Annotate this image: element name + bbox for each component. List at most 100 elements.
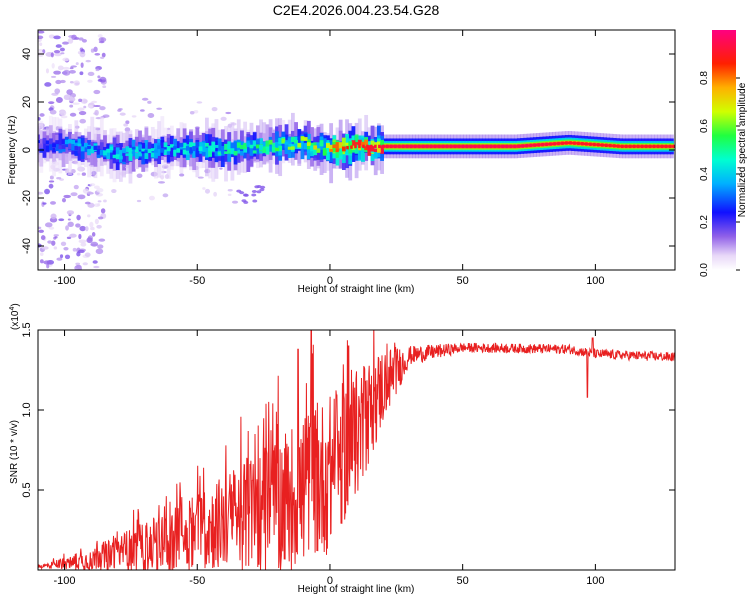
ridge-cell	[77, 143, 82, 147]
spectrogram-heatmap	[38, 30, 675, 270]
side-blob-cell	[243, 200, 249, 204]
ridge-cell	[205, 147, 209, 158]
side-blob-cell	[239, 191, 245, 195]
ridge-cell	[558, 142, 563, 145]
speckle-cell	[66, 89, 73, 95]
speckle-cell	[97, 75, 101, 79]
speckle-cell	[211, 107, 218, 112]
ridge-cell	[214, 144, 219, 148]
ridge-core-cell	[612, 144, 616, 148]
ridge-core-cell	[386, 144, 389, 149]
snr-y-axis: 0.5 1.0 1.5	[21, 322, 675, 498]
speckle-cell	[73, 184, 79, 190]
chart-title: C2E4.2026.004.23.54.G28	[273, 2, 440, 18]
speckle-cell	[141, 97, 149, 101]
ridge-cell	[670, 145, 674, 148]
ridge-core-cell	[409, 144, 413, 149]
ridge-cell	[99, 149, 104, 156]
ridge-cell	[185, 146, 190, 151]
ridge-cell	[128, 151, 133, 161]
ridge-cell	[166, 137, 171, 152]
ridge-cell	[255, 145, 260, 155]
speckle-cell	[50, 75, 57, 78]
ridge-cell	[64, 141, 69, 154]
ridge-core-cell	[477, 144, 481, 149]
y-tick-label: 20	[21, 96, 33, 108]
ridge-cell	[179, 142, 184, 147]
ridge-core-cell	[429, 144, 433, 149]
ridge-cell	[275, 142, 279, 152]
ridge-core-cell	[397, 144, 401, 149]
ridge-core-cell	[545, 142, 548, 147]
ridge-cell	[138, 141, 142, 159]
speckle-cell	[119, 112, 126, 116]
speckle-cell	[87, 214, 91, 218]
speckle-cell	[95, 248, 104, 255]
ridge-cell	[83, 142, 88, 148]
ridge-cell	[310, 145, 314, 152]
ridge-cell	[157, 145, 162, 149]
colorbar-label: Normalized spectral amplitude	[737, 82, 748, 217]
ridge-cell	[96, 149, 101, 155]
ridge-core-cell	[374, 144, 377, 149]
ridge-cell	[195, 149, 200, 156]
snr-panel: -100 -50 0 50 100 0.5 1.0 1.5 Height of straig…	[9, 303, 676, 595]
ridge-cell	[192, 144, 197, 158]
speckle-cell	[69, 112, 77, 117]
speckle-cell	[50, 213, 57, 220]
ridge-core-cell	[346, 145, 349, 150]
y-tick-label: 1.0	[21, 402, 33, 417]
ridge-cell	[176, 148, 181, 158]
ridge-core-cell	[493, 144, 497, 149]
speckle-cell	[72, 102, 80, 105]
speckle-cell	[92, 260, 98, 264]
speckle-cell	[38, 30, 45, 34]
ridge-cell	[125, 153, 130, 157]
ridge-cell	[147, 148, 152, 153]
ridge-cell	[227, 141, 232, 152]
ridge-cell	[249, 139, 254, 148]
speckle-cell	[56, 257, 63, 261]
ridge-cell	[55, 140, 60, 145]
speckle-cell	[62, 41, 69, 45]
speckle-cell	[87, 71, 95, 77]
ridge-cell	[150, 148, 155, 152]
speckle-cell	[67, 38, 74, 44]
colorbar-tick-label: 0.4	[699, 167, 710, 181]
ridge-cell	[141, 142, 146, 154]
speckle-cell	[48, 183, 54, 189]
speckle-cell	[231, 200, 239, 204]
ridge-cell	[83, 144, 88, 161]
ridge-cell	[338, 150, 343, 156]
speckle-cell	[85, 59, 91, 63]
ridge-cell	[291, 146, 295, 150]
speckle-cell	[59, 254, 64, 259]
ridge-cell	[131, 146, 136, 150]
ridge-core-cell	[390, 144, 393, 149]
ridge-core-cell	[636, 144, 640, 149]
speckle-cell	[79, 118, 87, 124]
speckle-cell	[103, 199, 107, 203]
speckle-cell	[136, 173, 143, 178]
speckle-cell	[100, 56, 105, 59]
speckle-cell	[38, 229, 44, 233]
speckle-cell	[47, 240, 53, 244]
ridge-cell	[300, 136, 305, 141]
spectrogram-panel: -100 -50 0 50 100 -40 -20 0 20 40 Height of stra…	[7, 29, 676, 295]
ridge-cell	[367, 147, 372, 152]
speckle-cell	[75, 223, 81, 228]
ridge-core-cell	[497, 144, 501, 149]
ridge-cell	[478, 145, 483, 148]
ridge-cell	[252, 150, 257, 154]
colorbar-ticks: 0.0 0.2 0.4 0.6 0.8	[699, 71, 740, 277]
speckle-cell	[147, 112, 155, 118]
speckle-cell	[117, 109, 122, 112]
ridge-cell	[58, 133, 63, 150]
ridge-core-cell	[529, 143, 532, 148]
ridge-cell	[447, 145, 451, 148]
ridge-core-cell	[672, 144, 675, 149]
ridge-cell	[243, 143, 248, 149]
ridge-cell	[154, 150, 158, 158]
ridge-cell	[590, 143, 595, 146]
ridge-cell	[141, 147, 146, 165]
